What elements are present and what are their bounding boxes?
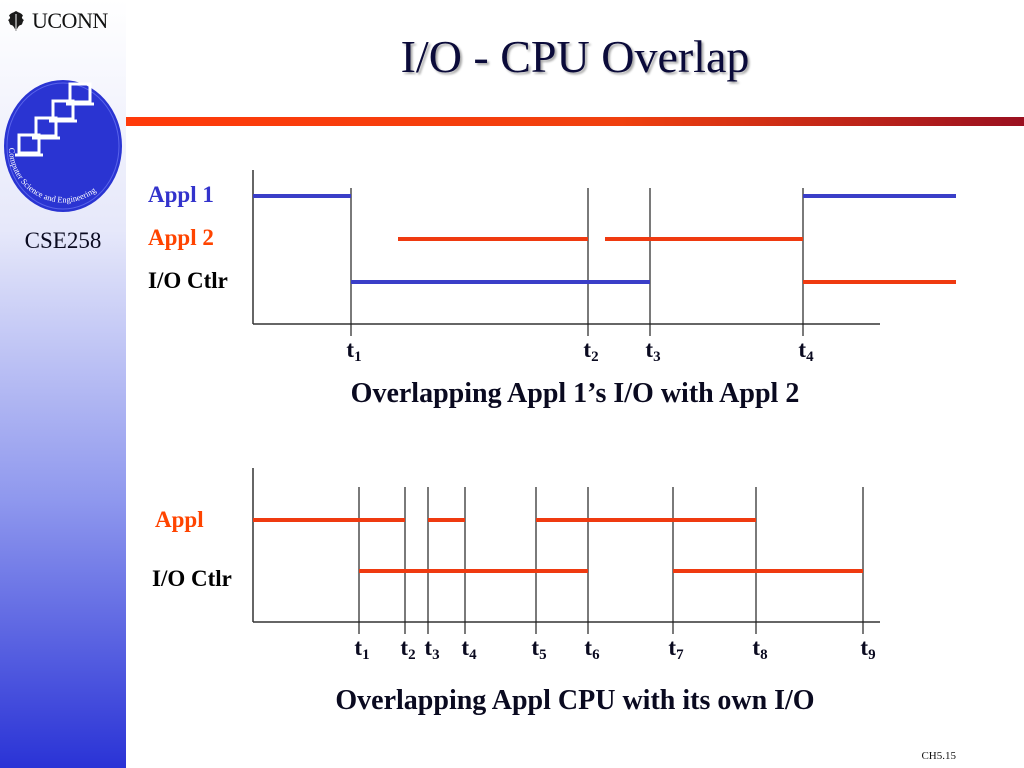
tick-label: t3	[424, 635, 440, 663]
department-seal: Computer Science and Engineering	[4, 80, 122, 212]
tick-label: t5	[531, 635, 547, 663]
sidebar: UCONN Computer Science and Engineering C…	[0, 0, 126, 768]
diagram-caption-1: Overlapping Appl 1’s I/O with Appl 2	[350, 378, 800, 409]
lane-label-appl1: Appl 1	[148, 182, 214, 207]
tick-label: t4	[798, 337, 814, 365]
slide-title: I/O - CPU Overlap	[400, 31, 750, 82]
institution-name: UCONN	[32, 8, 108, 33]
lane-label-appl2: Appl 2	[148, 225, 214, 250]
tick-label: t1	[354, 635, 370, 663]
lane-label-appl: Appl	[155, 507, 204, 532]
slide-number: CH5.15	[921, 750, 956, 762]
tick-label: t2	[400, 635, 416, 663]
diagram-caption-2: Overlapping Appl CPU with its own I/O	[335, 685, 815, 716]
lane-label-io-ctlr: I/O Ctlr	[152, 566, 232, 591]
tick-label: t1	[346, 337, 362, 365]
lane-label-io-ctlr: I/O Ctlr	[148, 268, 228, 293]
tick-label: t9	[860, 635, 876, 663]
uconn-logo: UCONN	[4, 6, 126, 36]
oak-leaf-icon	[8, 11, 24, 31]
tick-label: t6	[584, 635, 600, 663]
tick-label: t4	[461, 635, 477, 663]
tick-label: t3	[645, 337, 661, 365]
title-rule	[126, 117, 1024, 126]
tick-label: t7	[668, 635, 684, 663]
tick-label: t2	[583, 337, 599, 365]
tick-label: t8	[752, 635, 768, 663]
course-code: CSE258	[24, 228, 102, 253]
